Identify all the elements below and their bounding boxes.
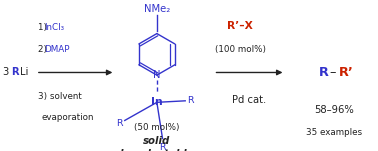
Text: DMAP: DMAP [45,45,70,54]
Text: 2): 2) [38,45,50,54]
Text: 3) solvent: 3) solvent [38,92,82,101]
Text: (100 mol%): (100 mol%) [215,45,265,54]
Text: R: R [319,66,329,79]
Text: Pd cat.: Pd cat. [232,95,266,105]
Text: InCl₃: InCl₃ [45,23,65,32]
Text: evaporation: evaporation [42,113,94,122]
Text: R’: R’ [339,66,354,79]
Text: 35 examples: 35 examples [307,128,363,137]
Text: 1): 1) [38,23,50,32]
Text: R: R [11,67,19,77]
Text: In: In [151,97,163,107]
Text: R’–X: R’–X [227,21,253,31]
Text: bench stable: bench stable [120,149,194,151]
Text: –: – [329,66,336,79]
Text: R: R [187,96,194,105]
Text: (50 mol%): (50 mol%) [134,123,180,132]
Text: R: R [159,143,166,151]
Text: 3: 3 [2,67,8,77]
Text: R: R [116,119,122,128]
Text: N: N [153,70,161,80]
Text: NMe₂: NMe₂ [144,4,170,14]
Text: Li: Li [20,67,28,77]
Text: 58–96%: 58–96% [314,105,355,115]
Text: solid: solid [143,136,170,146]
